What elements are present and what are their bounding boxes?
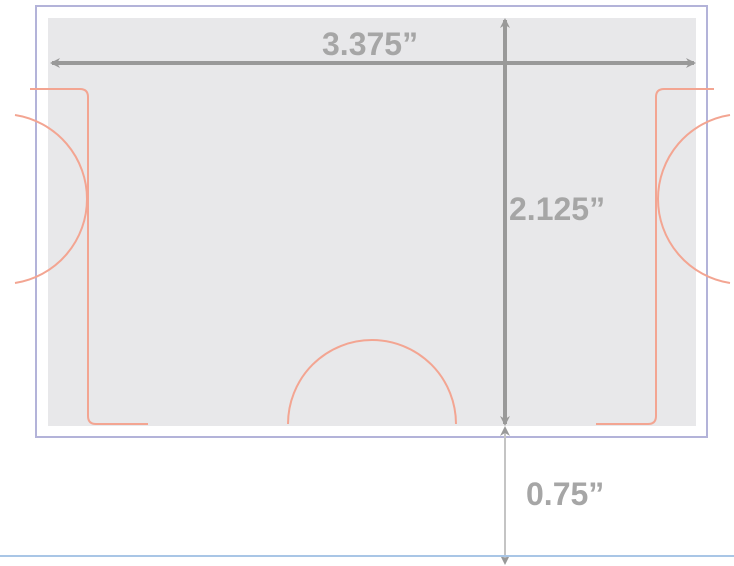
left-arc: [14, 114, 88, 284]
bottom-arc: [287, 339, 457, 425]
outer-frame: [35, 5, 708, 438]
height-dimension-label: 2.125”: [509, 191, 606, 227]
offset-dimension-label: 0.75”: [526, 476, 605, 512]
right-bracket: [596, 88, 714, 425]
right-arc: [657, 114, 731, 284]
left-bracket: [30, 88, 148, 425]
card-area: [48, 18, 696, 426]
width-dimension-label: 3.375”: [322, 26, 419, 62]
